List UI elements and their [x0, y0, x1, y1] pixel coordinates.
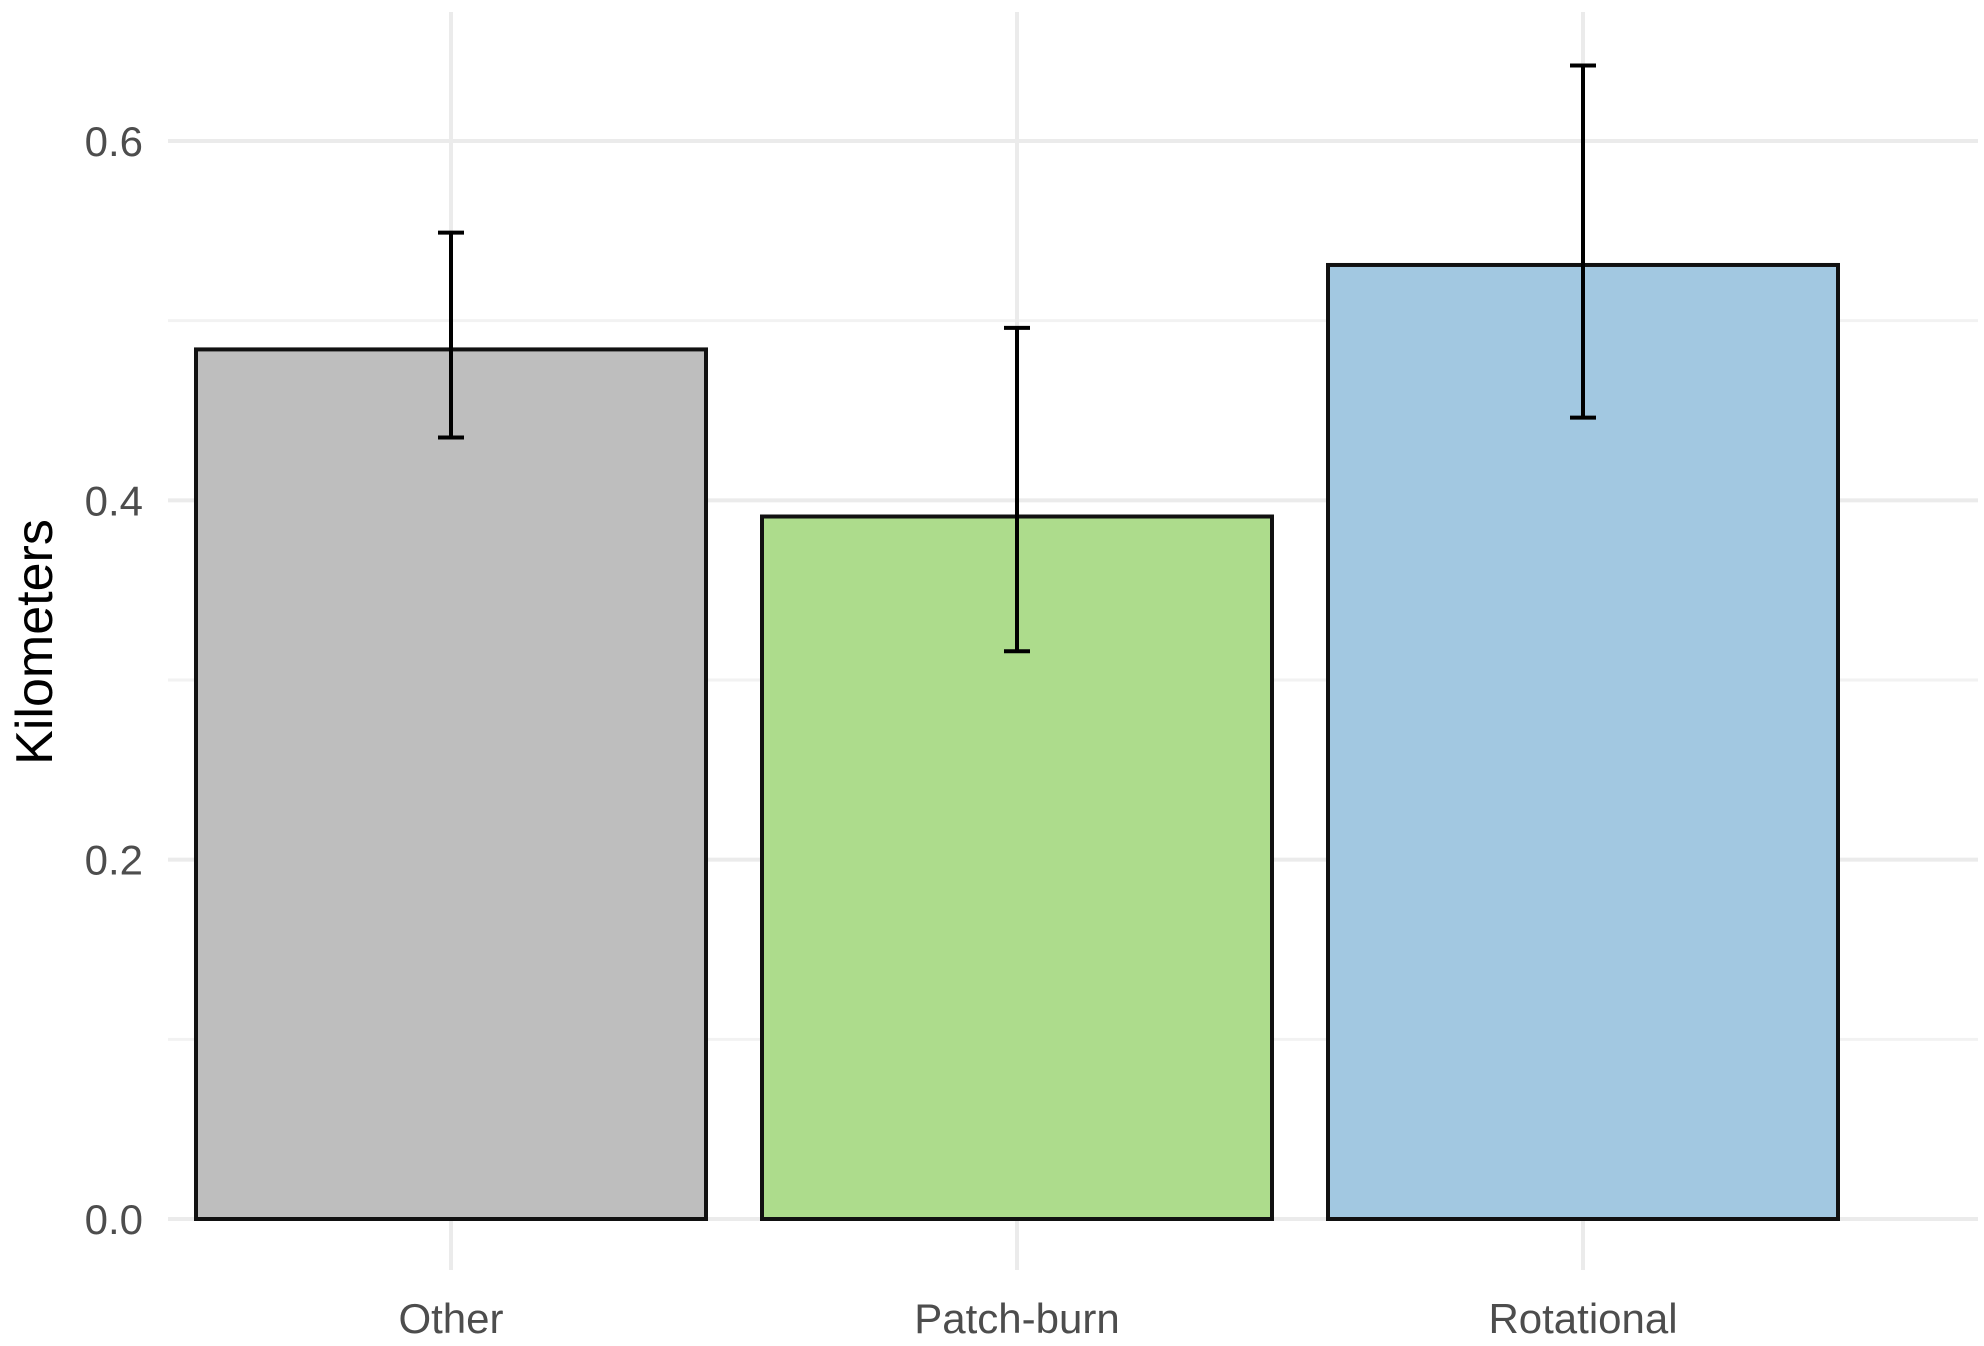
y-axis-title: Kilometers — [6, 519, 64, 765]
y-axis-ticks: 0.0 0.2 0.4 0.6 — [85, 118, 143, 1243]
error-bars — [438, 63, 1596, 654]
error-bar-patch-burn — [1004, 325, 1030, 654]
y-tick-label: 0.0 — [85, 1196, 143, 1243]
x-tick-label: Rotational — [1488, 1295, 1677, 1342]
x-tick-label: Other — [398, 1295, 503, 1342]
y-tick-label: 0.2 — [85, 837, 143, 884]
x-tick-label: Patch-burn — [914, 1295, 1119, 1342]
bars — [194, 262, 1840, 1222]
bar-other — [194, 347, 708, 1221]
x-axis-ticks: Other Patch-burn Rotational — [398, 1295, 1677, 1342]
y-tick-label: 0.6 — [85, 118, 143, 165]
error-bar-rotational — [1570, 63, 1596, 420]
bar-rotational — [1326, 262, 1840, 1222]
y-tick-label: 0.4 — [85, 477, 143, 524]
error-bar-other — [438, 230, 464, 440]
